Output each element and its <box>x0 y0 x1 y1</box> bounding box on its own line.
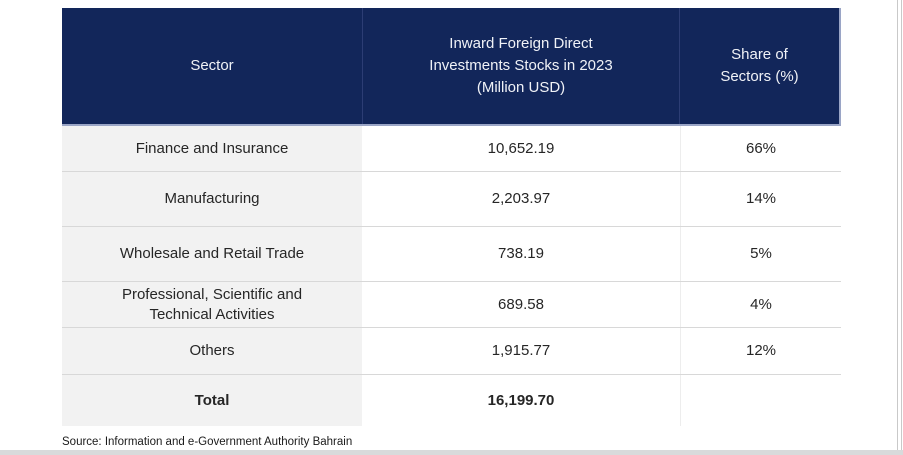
share-cell: 4% <box>680 282 841 327</box>
sector-label: Total <box>194 391 230 409</box>
sector-label: Professional, Scientific and Technical A… <box>121 286 303 323</box>
header-cell-investments: Inward Foreign Direct Investments Stocks… <box>362 8 680 124</box>
table-header-row: Sector Inward Foreign Direct Investments… <box>62 8 841 126</box>
value-cell: 16,199.70 <box>362 375 680 426</box>
sector-cell: Wholesale and Retail Trade <box>62 227 362 281</box>
sector-cell: Manufacturing <box>62 172 362 226</box>
value-cell: 2,203.97 <box>362 172 680 226</box>
sector-label: Finance and Insurance <box>135 139 289 157</box>
table-row: Professional, Scientific and Technical A… <box>62 281 841 327</box>
table-row: Finance and Insurance 10,652.19 66% <box>62 126 841 171</box>
window-bottom-edge <box>0 450 903 455</box>
sector-cell: Professional, Scientific and Technical A… <box>62 282 362 327</box>
header-cell-sector: Sector <box>190 57 234 75</box>
value-cell: 738.19 <box>362 227 680 281</box>
table-row: Others 1,915.77 12% <box>62 327 841 374</box>
sector-label: Manufacturing <box>164 190 260 208</box>
value-cell: 689.58 <box>362 282 680 327</box>
table-row-total: Total 16,199.70 <box>62 374 841 426</box>
header-cell-share: Share of Sectors (%) <box>720 46 799 85</box>
table-row: Manufacturing 2,203.97 14% <box>62 171 841 226</box>
value-cell: 10,652.19 <box>362 126 680 171</box>
share-cell <box>680 375 841 426</box>
source-note: Source: Information and e-Government Aut… <box>62 436 353 448</box>
sector-label: Others <box>189 342 235 360</box>
sector-cell: Total <box>62 375 362 426</box>
sector-label: Wholesale and Retail Trade <box>119 245 305 263</box>
share-cell: 12% <box>680 328 841 374</box>
share-cell: 5% <box>680 227 841 281</box>
table-body: Finance and Insurance 10,652.19 66% Manu… <box>62 126 841 426</box>
value-cell: 1,915.77 <box>362 328 680 374</box>
window-right-edge <box>901 0 902 455</box>
share-cell: 14% <box>680 172 841 226</box>
sector-cell: Others <box>62 328 362 374</box>
sector-cell: Finance and Insurance <box>62 126 362 171</box>
fdi-sector-table: Sector Inward Foreign Direct Investments… <box>62 8 841 426</box>
scrollbar-track[interactable] <box>897 0 898 455</box>
share-cell: 66% <box>680 126 841 171</box>
table-row: Wholesale and Retail Trade 738.19 5% <box>62 226 841 281</box>
